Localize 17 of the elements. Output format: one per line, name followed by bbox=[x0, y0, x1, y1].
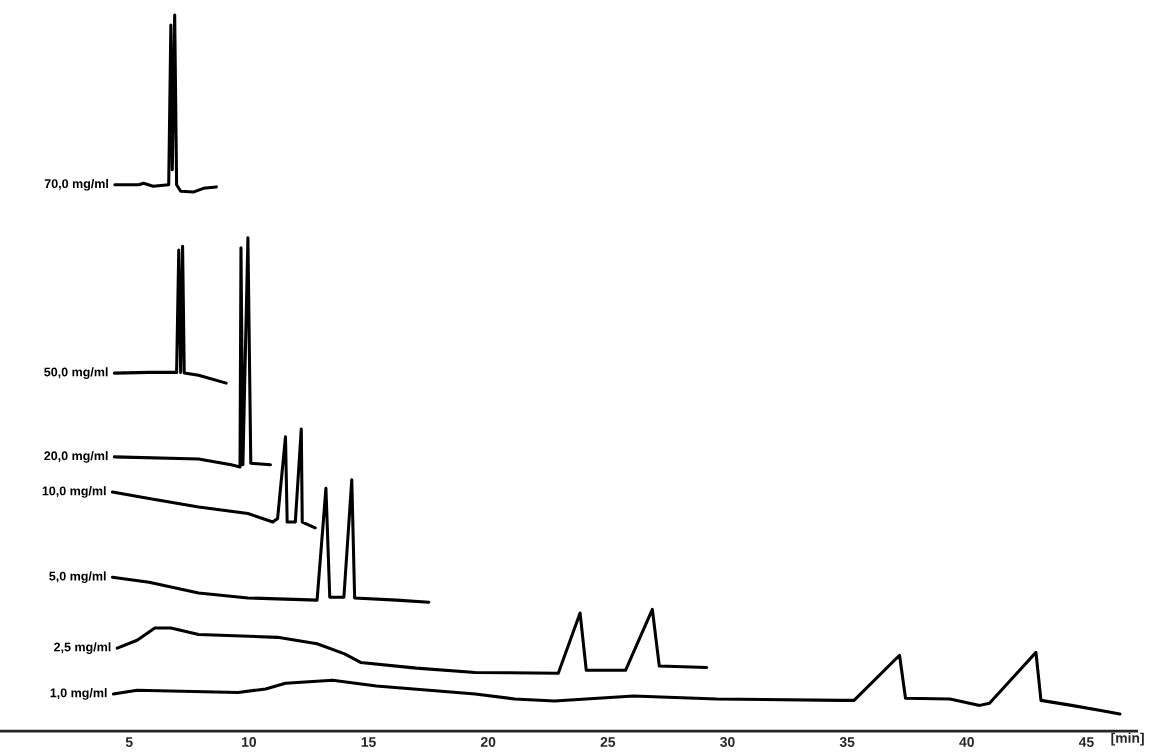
series-label: 1,0 mg/ml bbox=[50, 688, 107, 700]
x-axis-title: [min] bbox=[1111, 732, 1144, 746]
x-tick-label: 20 bbox=[480, 737, 496, 747]
x-tick-label: 15 bbox=[361, 737, 376, 747]
x-tick-label: 25 bbox=[600, 737, 616, 747]
x-tick-label: 45 bbox=[1078, 737, 1094, 747]
series-label: 20,0 mg/ml bbox=[44, 451, 108, 463]
x-tick-label: 35 bbox=[839, 737, 855, 747]
series-label: 10,0 mg/ml bbox=[42, 486, 106, 498]
x-tick-label: 30 bbox=[720, 737, 735, 747]
series-label: 2,5 mg/ml bbox=[54, 642, 111, 654]
x-tick-label: 5 bbox=[125, 737, 133, 747]
series-label: 5,0 mg/ml bbox=[49, 571, 106, 584]
x-tick-label: 10 bbox=[242, 737, 257, 747]
x-tick-label: 40 bbox=[959, 737, 974, 747]
series-label: 70,0 mg/ml bbox=[44, 178, 108, 191]
series-label: 50,0 mg/ml bbox=[44, 367, 108, 379]
